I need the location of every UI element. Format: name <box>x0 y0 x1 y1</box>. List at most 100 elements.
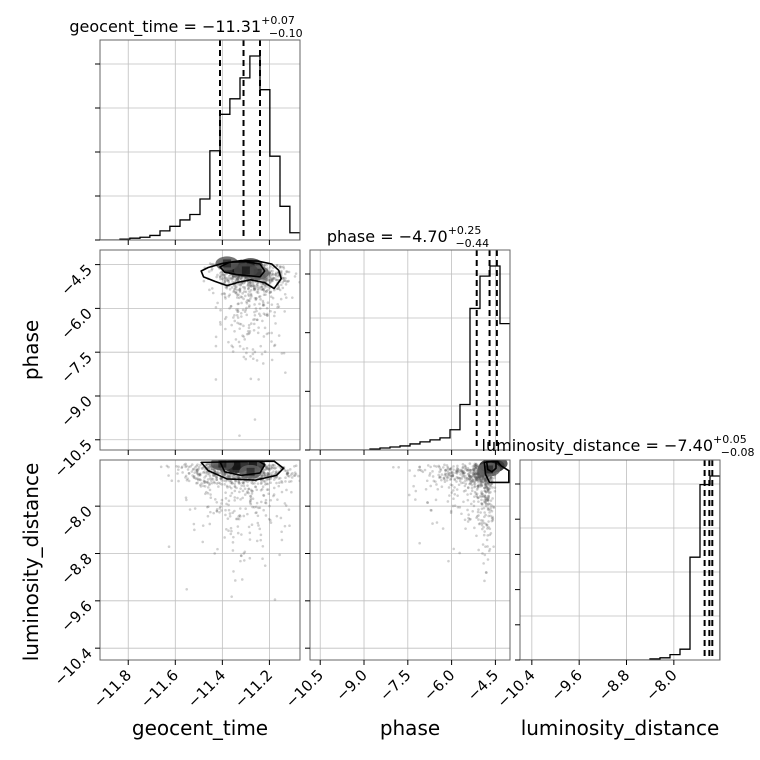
sample-point <box>243 277 247 281</box>
sample-point <box>483 500 486 504</box>
sample-point <box>462 500 465 504</box>
sample-point <box>248 331 251 335</box>
sample-point <box>207 483 211 487</box>
sample-point <box>271 266 275 270</box>
sample-point <box>216 547 219 551</box>
sample-point <box>475 471 479 475</box>
sample-point <box>263 286 267 289</box>
sample-point <box>228 485 232 488</box>
sample-point <box>236 277 239 281</box>
phase-vs-time-frame <box>99 249 301 451</box>
sample-point <box>235 475 239 479</box>
sample-point <box>260 475 264 478</box>
sample-point <box>208 474 212 478</box>
sample-point <box>480 498 483 502</box>
sample-point <box>223 280 227 283</box>
lumdist-vs-phase-xtick-label-3: −6.0 <box>420 666 458 704</box>
sample-point <box>206 481 210 484</box>
sample-point <box>461 472 465 475</box>
sample-point <box>446 467 450 470</box>
sample-point <box>485 538 489 542</box>
sample-point <box>177 479 180 483</box>
sample-point <box>301 464 304 467</box>
sample-point <box>480 503 484 506</box>
sample-point <box>479 475 483 478</box>
sample-point <box>487 487 491 491</box>
sample-point <box>485 571 488 574</box>
sample-point <box>451 472 455 475</box>
sample-point <box>462 489 466 493</box>
lumdist-vs-time-ytick-label-1: −9.6 <box>57 597 95 635</box>
sample-point <box>486 487 489 491</box>
sample-point <box>484 476 487 480</box>
sample-point <box>475 478 479 482</box>
sample-point <box>451 470 454 474</box>
sample-point <box>208 482 212 485</box>
sample-point <box>207 466 210 470</box>
sample-point <box>230 482 234 485</box>
sample-point <box>475 534 478 538</box>
sample-point <box>475 477 479 481</box>
sample-point <box>204 474 208 478</box>
sample-point <box>484 490 488 494</box>
sample-point <box>247 294 251 298</box>
sample-point <box>468 462 472 465</box>
xlabel-luminosity-distance: luminosity_distance <box>521 716 720 740</box>
sample-point <box>261 545 265 548</box>
sample-point <box>304 474 307 477</box>
sample-point <box>232 316 235 319</box>
sample-point <box>208 462 211 465</box>
sample-point <box>480 478 483 481</box>
sample-point <box>249 282 253 286</box>
sample-point <box>269 277 273 281</box>
sample-point <box>215 470 218 474</box>
sample-point <box>220 270 223 274</box>
sample-point <box>485 499 488 502</box>
sample-point <box>231 511 235 515</box>
lumdist-hist-grid <box>520 460 720 660</box>
sample-point <box>228 475 231 479</box>
lumdist-vs-phase-contour-inner <box>485 460 497 473</box>
sample-point <box>264 290 268 293</box>
lumdist-vs-phase-content <box>392 460 510 583</box>
sample-point <box>486 487 490 490</box>
sample-point <box>205 470 209 474</box>
sample-point <box>236 277 239 280</box>
sample-point <box>477 473 481 477</box>
sample-point <box>285 270 288 273</box>
sample-point <box>263 313 267 317</box>
sample-point <box>227 529 230 533</box>
sample-point <box>287 279 291 283</box>
sample-point <box>482 478 485 481</box>
sample-point <box>210 268 213 272</box>
sample-point <box>224 297 227 300</box>
sample-point <box>219 308 222 312</box>
sample-point <box>262 508 265 512</box>
sample-point <box>242 281 245 285</box>
title-luminosity-distance: luminosity_distance = −7.40+0.05 −0.08 <box>482 433 755 459</box>
sample-point <box>239 311 243 315</box>
sample-point <box>221 272 225 275</box>
sample-point <box>220 470 224 473</box>
sample-point <box>272 493 276 496</box>
sample-point <box>488 511 491 514</box>
sample-point <box>260 487 264 491</box>
sample-point <box>237 476 240 479</box>
sample-point <box>277 275 280 278</box>
sample-point <box>284 296 288 299</box>
sample-point <box>226 278 229 282</box>
sample-point <box>238 490 241 494</box>
sample-point <box>197 478 200 482</box>
sample-point <box>480 483 484 487</box>
sample-point <box>484 480 487 484</box>
sample-point <box>238 288 241 292</box>
sample-point <box>474 464 477 468</box>
sample-point <box>220 509 223 512</box>
sample-point <box>482 475 486 479</box>
sample-point <box>256 291 260 295</box>
sample-point <box>412 484 415 488</box>
sample-point <box>220 471 223 474</box>
sample-point <box>440 473 444 476</box>
sample-point <box>453 477 457 481</box>
sample-point <box>237 275 241 279</box>
